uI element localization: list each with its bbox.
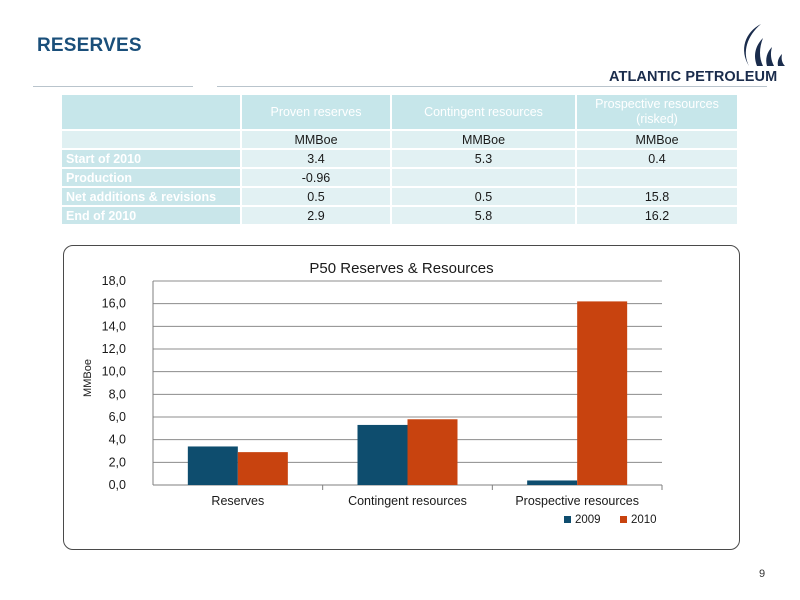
legend-swatch-2009 [564, 516, 571, 523]
x-tick-label: Prospective resources [515, 494, 639, 508]
table-row: End of 2010 2.9 5.8 16.2 [62, 207, 737, 224]
legend-label: 2009 [575, 514, 601, 526]
bar-2010-prospective-resources [577, 301, 628, 485]
y-tick-label: 8,0 [109, 387, 126, 401]
legend-swatch-2010 [620, 516, 627, 523]
table-cell: 2.9 [242, 207, 390, 224]
reserves-table: Proven reserves Contingent resources Pro… [60, 93, 739, 226]
table-cell: 0.5 [392, 188, 575, 205]
table-cell: MMBoe [577, 131, 737, 148]
y-tick-label: 12,0 [102, 342, 126, 356]
y-tick-label: 4,0 [109, 433, 126, 447]
table-row: Start of 2010 3.4 5.3 0.4 [62, 150, 737, 167]
table-header-row: Proven reserves Contingent resources Pro… [62, 95, 737, 129]
page-title: RESERVES [37, 35, 142, 56]
bar-2010-reserves [237, 452, 288, 485]
table-cell: 3.4 [242, 150, 390, 167]
table-cell: 0.4 [577, 150, 737, 167]
table-row-label: Production [62, 169, 240, 186]
table-cell: MMBoe [242, 131, 390, 148]
table-cell: -0.96 [242, 169, 390, 186]
table-cell [62, 131, 240, 148]
table-cell [577, 169, 737, 186]
table-units-row: MMBoe MMBoe MMBoe [62, 131, 737, 148]
x-tick-label: Reserves [211, 494, 264, 508]
table-cell: 15.8 [577, 188, 737, 205]
y-tick-label: 14,0 [102, 319, 126, 333]
page-number: 9 [759, 568, 766, 580]
table-row-label: Start of 2010 [62, 150, 240, 167]
company-name: ATLANTIC PETROLEUM [609, 69, 778, 85]
y-tick-label: 10,0 [102, 365, 126, 379]
chart-frame: P50 Reserves & Resources 0,0 2,0 4,0 6,0 8,0 1… [63, 245, 740, 550]
chart-title: P50 Reserves & Resources [309, 260, 493, 277]
bar-2009-prospective-resources [527, 480, 578, 485]
table-cell: MMBoe [392, 131, 575, 148]
table-row: Net additions & revisions 0.5 0.5 15.8 [62, 188, 737, 205]
y-tick-label: 6,0 [109, 410, 126, 424]
table-row-label: Net additions & revisions [62, 188, 240, 205]
y-tick-label: 0,0 [109, 478, 126, 492]
y-tick-label: 18,0 [102, 274, 126, 288]
title-divider-left [33, 86, 193, 87]
legend-label: 2010 [631, 514, 657, 526]
title-divider-right [217, 86, 767, 87]
bar-2010-contingent-resources [407, 419, 458, 485]
table-row-label: End of 2010 [62, 207, 240, 224]
table-row: Production -0.96 [62, 169, 737, 186]
table-header-cell: Contingent resources [392, 95, 575, 129]
table-header-cell: Proven reserves [242, 95, 390, 129]
bar-2009-contingent-resources [357, 424, 408, 485]
x-tick-label: Contingent resources [348, 494, 467, 508]
y-tick-label: 2,0 [109, 455, 126, 469]
bar-2009-reserves [187, 446, 238, 485]
y-tick-label: 16,0 [102, 297, 126, 311]
atlantic-petroleum-logo-icon [744, 24, 785, 66]
table-header-cell [62, 95, 240, 129]
table-cell: 0.5 [242, 188, 390, 205]
reserves-bar-chart: P50 Reserves & Resources 0,0 2,0 4,0 6,0 8,0 1… [82, 260, 663, 526]
y-axis-label: MMBoe [82, 359, 94, 397]
table-cell [392, 169, 575, 186]
table-cell: 5.8 [392, 207, 575, 224]
table-header-cell: Prospective resources (risked) [577, 95, 737, 129]
table-cell: 16.2 [577, 207, 737, 224]
table-cell: 5.3 [392, 150, 575, 167]
